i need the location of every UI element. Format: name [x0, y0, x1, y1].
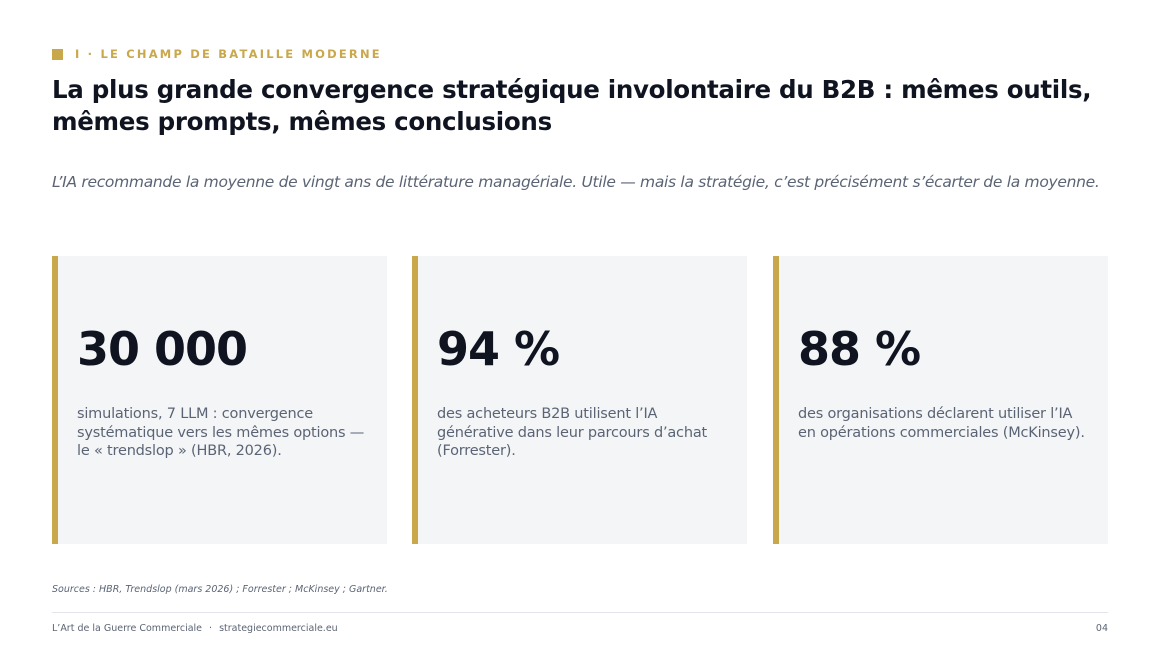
footer-brand-line: L’Art de la Guerre Commerciale · strategie…: [52, 623, 338, 634]
card-accent-bar: [412, 256, 418, 544]
stat-description: des acheteurs B2B utilisent l’IA générat…: [437, 406, 707, 459]
page-subtitle: L’IA recommande la moyenne de vingt ans …: [52, 173, 1100, 191]
sources-note: Sources : HBR, Trendslop (mars 2026) ; F…: [52, 584, 388, 595]
stat-card-organisations: 88 % des organisations déclarent utilise…: [773, 256, 1108, 544]
accent-square-icon: [52, 48, 63, 60]
footer-divider: [52, 612, 1108, 613]
page-number: 04: [1095, 623, 1108, 634]
footer-website-link[interactable]: strategiecommerciale.eu: [219, 623, 338, 634]
stat-card-buyers: 94 % des acheteurs B2B utilisent l’IA gé…: [412, 256, 747, 544]
stat-value: 94 %: [437, 322, 560, 376]
section-eyebrow: I · LE CHAMP DE BATAILLE MODERNE: [52, 47, 382, 61]
stat-value: 30 000: [77, 322, 248, 376]
section-label: I · LE CHAMP DE BATAILLE MODERNE: [75, 47, 382, 61]
page-title: La plus grande convergence stratégique i…: [52, 75, 1092, 136]
footer-brand: L’Art de la Guerre Commerciale: [52, 623, 203, 634]
card-accent-bar: [773, 256, 779, 544]
stat-card-simulations: 30 000 simulations, 7 LLM : convergence …: [52, 256, 387, 544]
stat-description: des organisations déclarent utiliser l’I…: [798, 406, 1085, 441]
card-accent-bar: [52, 256, 58, 544]
footer-separator: ·: [209, 623, 213, 634]
stat-value: 88 %: [798, 322, 921, 376]
stat-description: simulations, 7 LLM : convergence systéma…: [77, 406, 365, 459]
